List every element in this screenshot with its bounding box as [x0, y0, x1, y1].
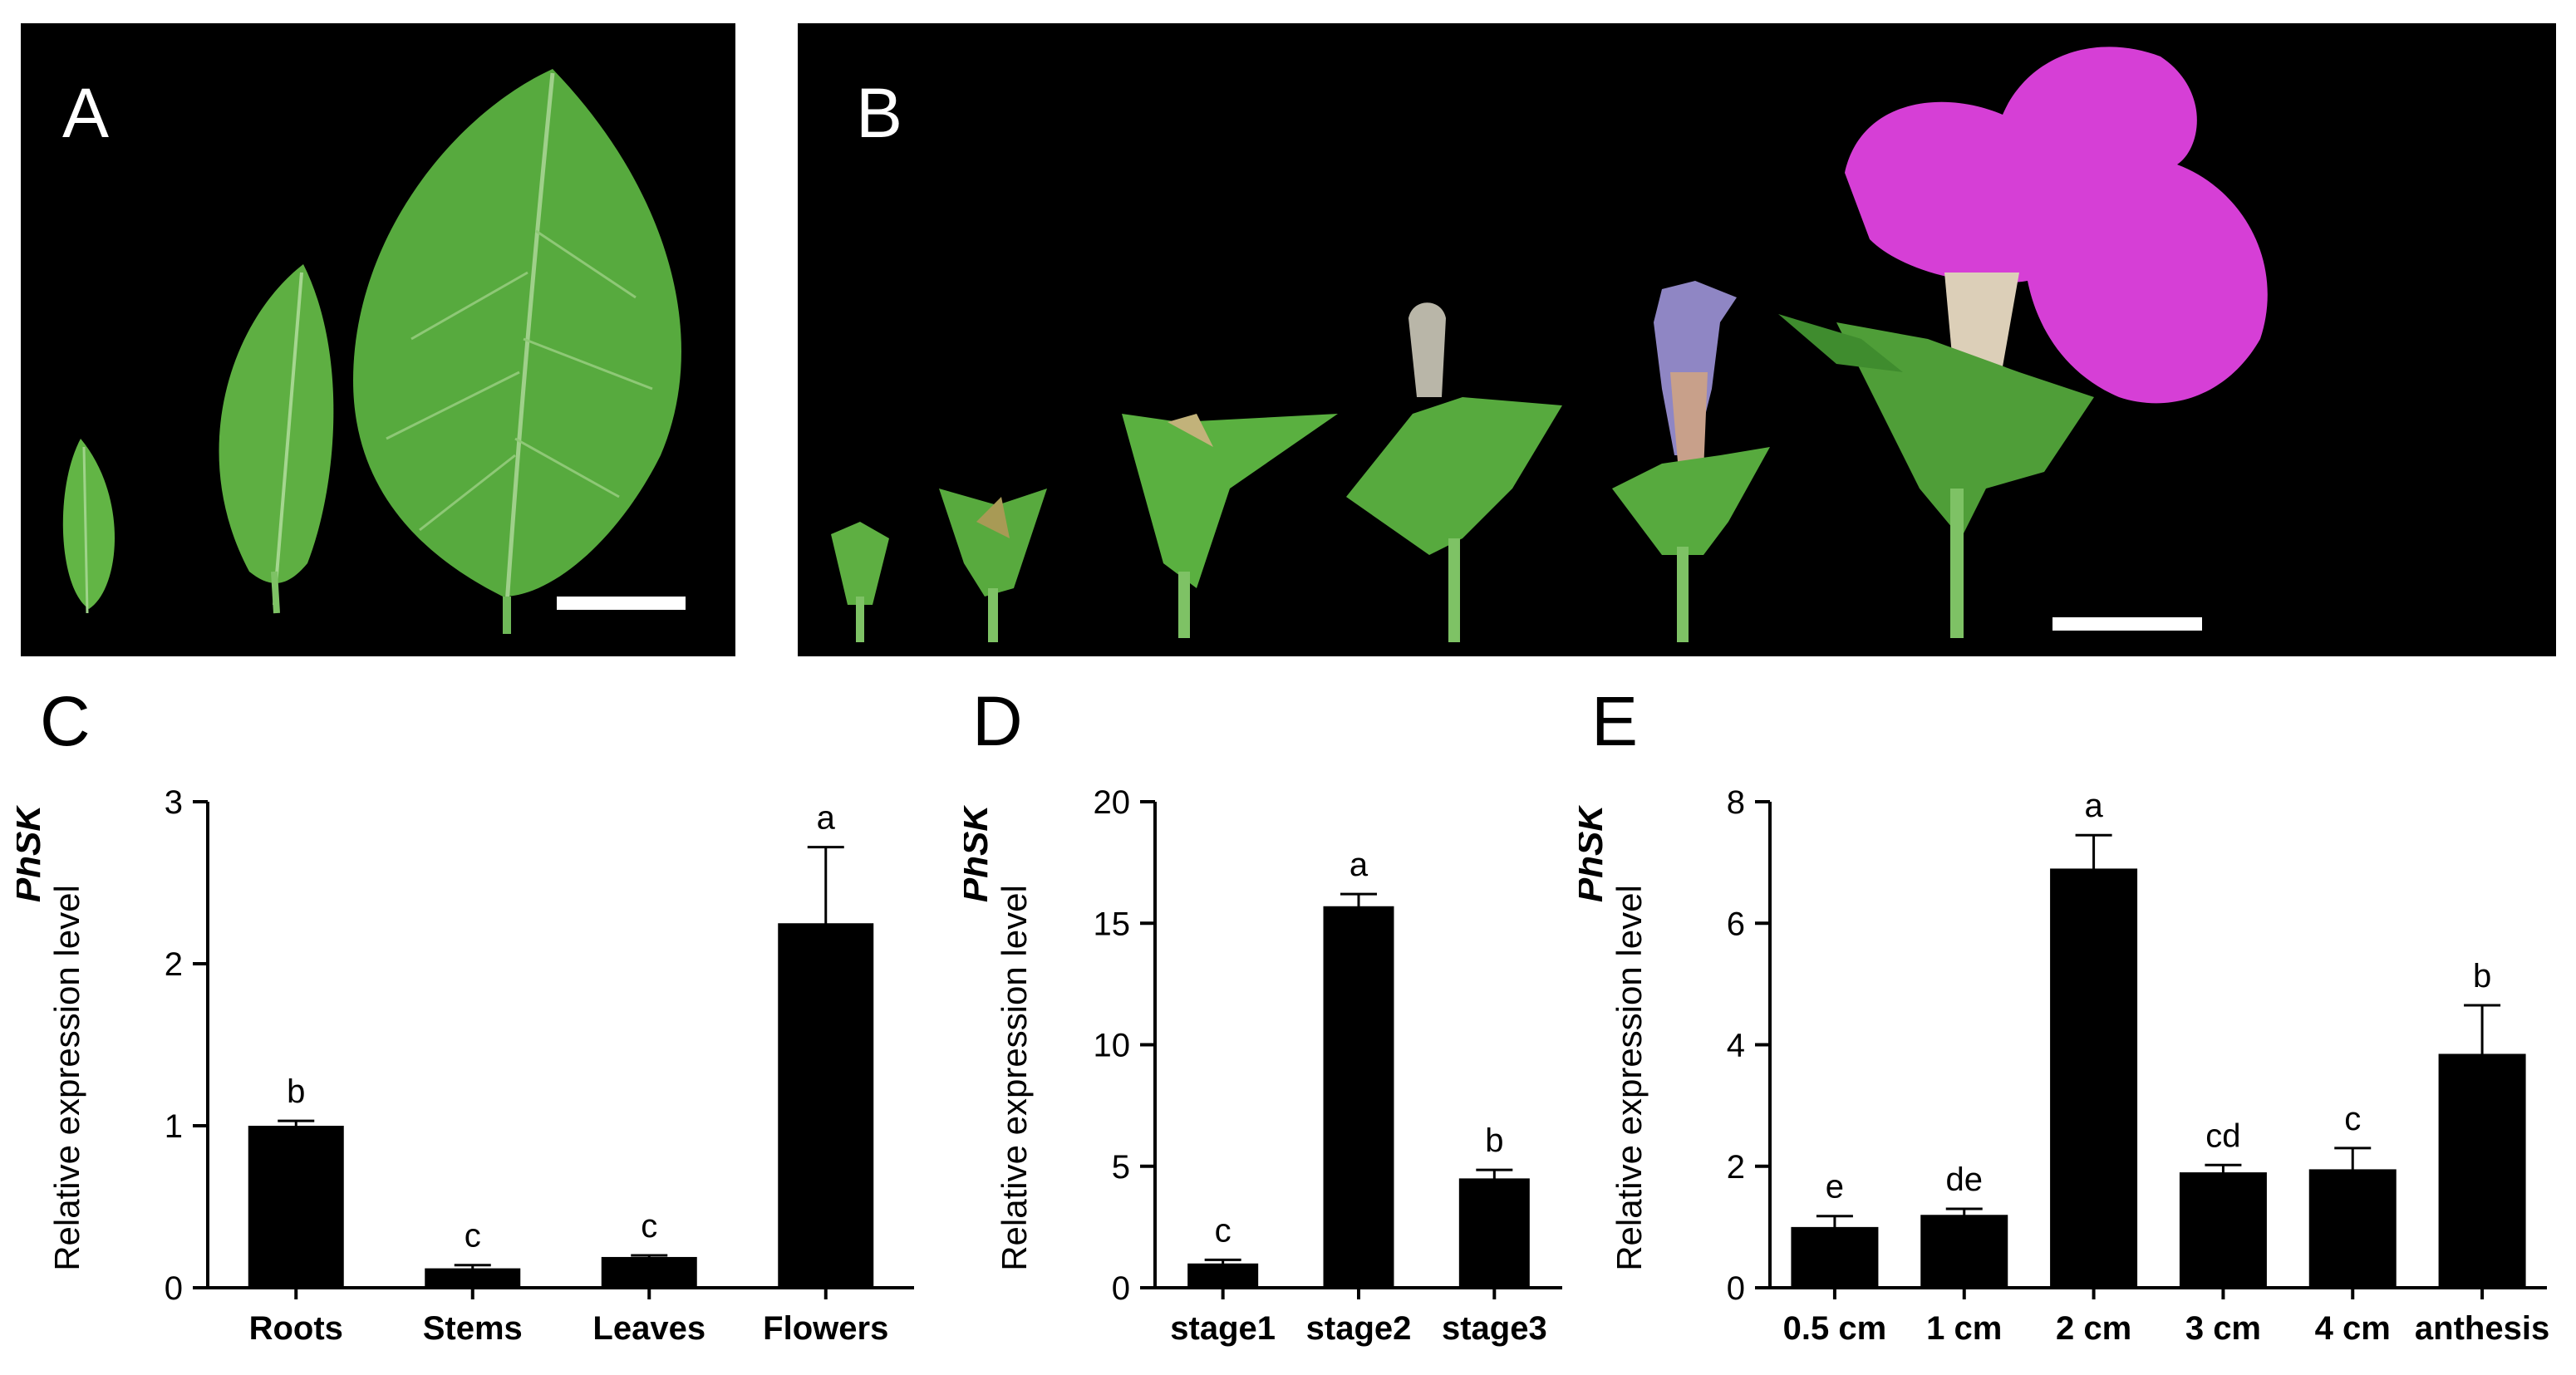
bar-1: [1187, 1263, 1259, 1288]
y-tick-label: 3: [165, 784, 183, 821]
bud-stage-3: [1122, 414, 1338, 638]
significance-letter: a: [1349, 847, 1369, 883]
y-tick-label: 15: [1094, 906, 1131, 942]
significance-letter: c: [1215, 1212, 1231, 1249]
y-tick-label: 5: [1112, 1149, 1130, 1186]
bar-4: [2179, 1172, 2267, 1288]
panel-label-e: E: [1591, 682, 1639, 760]
y-tick-label: 2: [1727, 1149, 1745, 1186]
bar-1: [248, 1126, 344, 1288]
y-axis-gene-label: PhSK: [17, 803, 48, 903]
y-tick-label: 1: [165, 1108, 183, 1145]
x-tick-label: Leaves: [592, 1310, 705, 1347]
x-tick-label: Roots: [249, 1310, 343, 1347]
y-tick-label: 10: [1094, 1028, 1131, 1064]
y-tick-label: 6: [1727, 906, 1745, 942]
x-tick-label: anthesis: [2415, 1310, 2549, 1347]
y-axis-label: Relative expression level: [1610, 885, 1649, 1271]
open-flower: [1778, 47, 2268, 638]
bud-stage-4: [1346, 302, 1562, 642]
x-tick-label: 0.5 cm: [1783, 1310, 1887, 1347]
bar-3: [2050, 868, 2138, 1288]
x-tick-label: 3 cm: [2185, 1310, 2261, 1347]
small-leaf: [62, 439, 115, 609]
bar-2: [1920, 1215, 2008, 1288]
y-tick-label: 0: [1112, 1270, 1130, 1307]
large-leaf: [353, 69, 681, 597]
significance-letter: b: [2473, 958, 2491, 994]
y-tick-label: 0: [165, 1270, 183, 1307]
panel-label-b: B: [856, 74, 903, 152]
y-tick-label: 0: [1727, 1270, 1745, 1307]
significance-letter: a: [817, 800, 836, 837]
y-axis-gene-label: PhSK: [1579, 803, 1610, 903]
photo-panel-a: A: [21, 23, 735, 656]
significance-letter: e: [1826, 1169, 1844, 1206]
bar-2: [1323, 906, 1394, 1288]
significance-letter: cd: [2205, 1117, 2240, 1154]
bar-3: [601, 1256, 697, 1288]
y-axis-label: Relative expression level: [47, 885, 86, 1271]
bud-stage-1: [831, 522, 889, 642]
flower-development-illustration: [831, 47, 2268, 642]
bud-stage-2: [939, 489, 1047, 642]
x-tick-label: Flowers: [763, 1310, 888, 1347]
medium-leaf: [219, 264, 334, 583]
y-axis-gene-label: PhSK: [964, 803, 995, 903]
bar-3: [1458, 1178, 1530, 1288]
x-tick-label: 1 cm: [1926, 1310, 2002, 1347]
scale-bar-a: [557, 597, 686, 610]
y-tick-label: 20: [1094, 784, 1131, 821]
bar-2: [425, 1268, 521, 1288]
x-tick-label: 2 cm: [2056, 1310, 2131, 1347]
panel-label-d: D: [972, 682, 1023, 760]
significance-letter: c: [465, 1218, 481, 1255]
y-axis-label: Relative expression level: [995, 885, 1034, 1271]
bud-stage-5: [1612, 281, 1770, 642]
significance-letter: b: [1485, 1122, 1503, 1159]
x-tick-label: Stems: [423, 1310, 523, 1347]
y-tick-label: 4: [1727, 1028, 1745, 1064]
x-tick-label: 4 cm: [2315, 1310, 2391, 1347]
photo-panel-b: B: [798, 23, 2556, 656]
x-tick-label: stage2: [1306, 1310, 1412, 1347]
y-tick-label: 8: [1727, 784, 1745, 821]
significance-letter: a: [2084, 788, 2103, 824]
panel-label-a: A: [62, 74, 110, 152]
significance-letter: c: [641, 1208, 657, 1245]
leaves-illustration: [62, 69, 686, 634]
significance-letter: de: [1946, 1161, 1984, 1198]
x-tick-label: stage3: [1442, 1310, 1547, 1347]
scale-bar-b: [2052, 617, 2202, 631]
significance-letter: b: [287, 1073, 305, 1110]
x-tick-label: stage1: [1170, 1310, 1276, 1347]
significance-letter: c: [2344, 1101, 2361, 1137]
panel-label-c: C: [40, 682, 91, 760]
y-tick-label: 2: [165, 946, 183, 983]
